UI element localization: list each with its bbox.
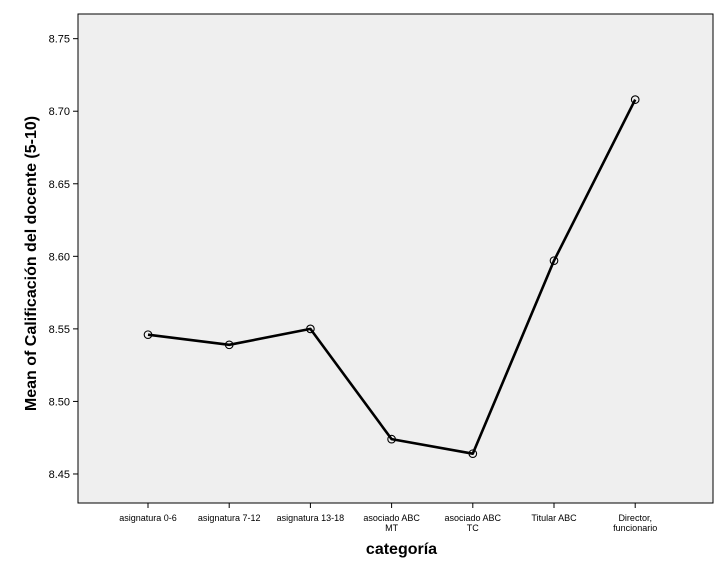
plot-area (77, 13, 714, 504)
x-tick-label: MT (385, 523, 398, 533)
y-axis-ticks: 8.45 8.50 8.55 8.60 8.65 8.70 8.75 (49, 34, 78, 481)
data-point (143, 330, 153, 340)
x-tick-label: asociado ABC (363, 513, 420, 523)
x-tick-label: asignatura 7-12 (198, 513, 261, 523)
data-point (549, 256, 559, 266)
y-tick-label: 8.65 (49, 179, 70, 191)
y-tick-label: 8.70 (49, 106, 70, 118)
data-point (306, 324, 315, 334)
x-tick-label: Director, (618, 513, 652, 523)
y-tick-label: 8.55 (49, 324, 70, 336)
data-point (387, 434, 396, 444)
data-points (143, 95, 640, 459)
y-tick-label: 8.60 (49, 251, 70, 263)
x-tick-label: asignatura 0-6 (119, 513, 177, 523)
data-point (630, 95, 640, 104)
x-tick-label: TC (467, 523, 479, 533)
x-tick-label: asociado ABC (445, 513, 502, 523)
x-tick-label: funcionario (613, 523, 657, 533)
y-tick-label: 8.75 (49, 34, 70, 46)
x-axis-ticks: asignatura 0-6 asignatura 7-12 asignatura … (119, 503, 657, 533)
series-line (147, 99, 637, 455)
data-point (224, 340, 234, 350)
x-tick-label: Titular ABC (531, 513, 577, 523)
y-tick-label: 8.50 (49, 396, 70, 408)
data-point (468, 449, 478, 459)
x-axis-title: categoría (366, 541, 437, 558)
x-tick-label: asignatura 13-18 (277, 513, 345, 523)
y-axis-title: Mean of Calificación del docente (5-10) (23, 116, 40, 411)
y-tick-label: 8.45 (49, 469, 70, 481)
